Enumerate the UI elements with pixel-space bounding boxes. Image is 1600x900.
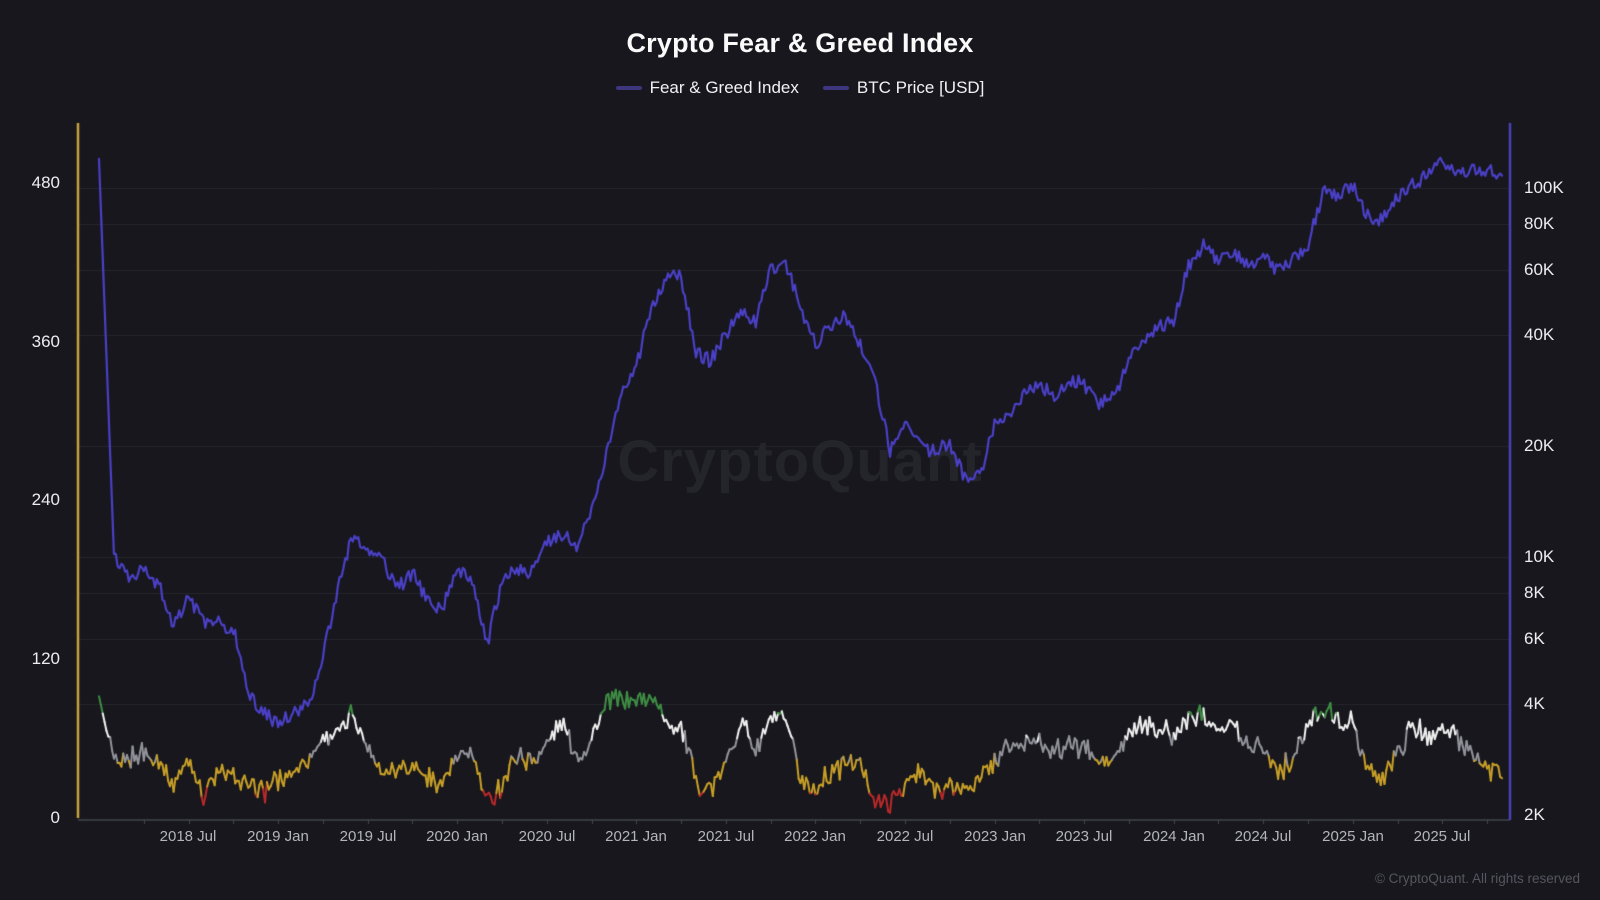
x-tick-2025-jan: 2025 Jan (1322, 828, 1384, 845)
copyright-text: © CryptoQuant. All rights reserved (1374, 871, 1580, 886)
fear-greed-swatch-icon (615, 86, 642, 90)
y-right-tick-100k: 100K (1524, 178, 1564, 197)
x-tick-2022-jan: 2022 Jan (784, 828, 846, 845)
x-tick-2024-jul: 2024 Jul (1234, 828, 1292, 845)
btc-price-swatch-icon (822, 86, 849, 90)
y-left-tick-0: 0 (50, 808, 60, 827)
y-left-tick-240: 240 (31, 490, 60, 509)
y-right-tick-20k: 20K (1524, 436, 1555, 455)
x-tick-2021-jul: 2021 Jul (697, 828, 755, 845)
legend-label-btc-price: BTC Price [USD] (856, 78, 985, 97)
y-right-tick-80k: 80K (1524, 214, 1555, 233)
legend-item-btc-price[interactable]: BTC Price [USD] (822, 78, 985, 98)
x-tick-2019-jul: 2019 Jul (339, 828, 397, 845)
chart-legend: Fear & Greed Index BTC Price [USD] (0, 78, 1600, 98)
y-right-tick-60k: 60K (1524, 260, 1555, 279)
x-tick-2022-jul: 2022 Jul (876, 828, 934, 845)
y-left-tick-120: 120 (31, 649, 60, 668)
x-tick-2018-jul: 2018 Jul (159, 828, 217, 845)
x-tick-2023-jan: 2023 Jan (964, 828, 1026, 845)
x-tick-2025-jul: 2025 Jul (1413, 828, 1471, 845)
y-left-tick-480: 480 (31, 173, 60, 192)
y-right-tick-4k: 4K (1524, 694, 1545, 713)
y-right-tick-6k: 6K (1524, 629, 1545, 648)
y-right-tick-40k: 40K (1524, 325, 1555, 344)
x-tick-2019-jan: 2019 Jan (247, 828, 309, 845)
x-tick-2021-jan: 2021 Jan (605, 828, 667, 845)
y-right-tick-8k: 8K (1524, 583, 1545, 602)
y-right-tick-10k: 10K (1524, 547, 1555, 566)
x-tick-2024-jan: 2024 Jan (1143, 828, 1205, 845)
y-right-tick-2k: 2K (1524, 805, 1545, 824)
x-tick-2020-jan: 2020 Jan (426, 828, 488, 845)
page-title: Crypto Fear & Greed Index (626, 28, 974, 58)
x-tick-2023-jul: 2023 Jul (1055, 828, 1113, 845)
x-tick-2020-jul: 2020 Jul (518, 828, 576, 845)
legend-item-fear-greed[interactable]: Fear & Greed Index (615, 78, 799, 98)
legend-label-fear-greed: Fear & Greed Index (649, 78, 799, 97)
y-left-tick-360: 360 (31, 332, 60, 351)
